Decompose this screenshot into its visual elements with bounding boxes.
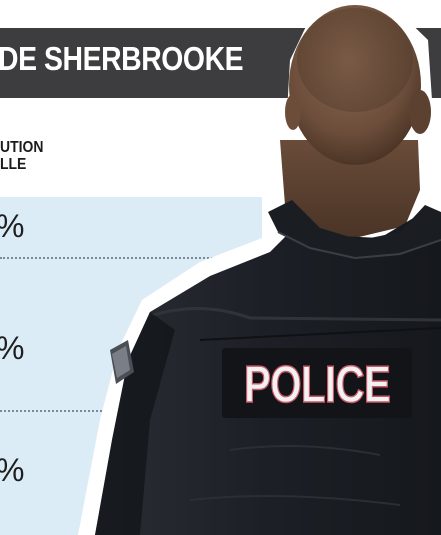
percent-value-1: % [0,210,24,242]
column-header-line-2: LLE [0,156,27,173]
percent-value-3: % [0,454,24,486]
banner-title: DE SHERBROOKE [0,40,244,77]
officer-head [289,5,421,165]
row-separator-2 [0,410,110,412]
column-header: UTION LLE [0,139,43,173]
percent-value-2: % [0,332,24,364]
row-separator-1 [0,257,280,259]
police-patch [222,348,412,418]
column-header-line-1: UTION [0,139,44,156]
police-label: POLICE [244,355,390,413]
